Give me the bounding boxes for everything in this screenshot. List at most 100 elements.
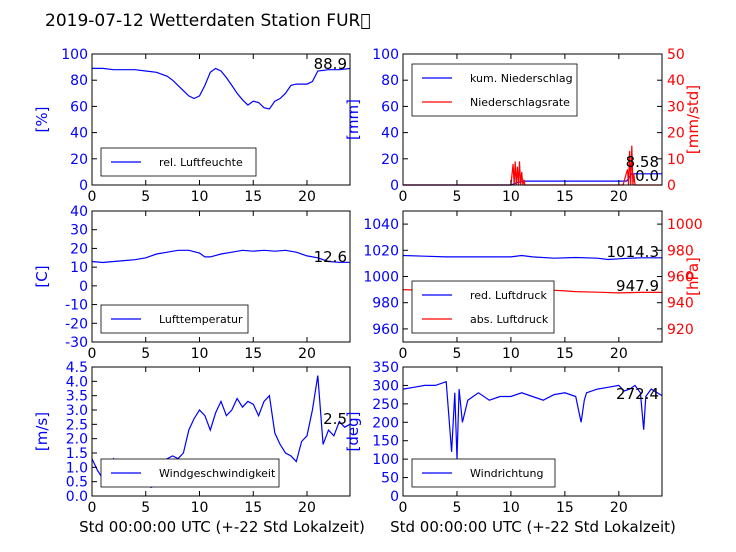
y2-tick-label: 960 (667, 270, 694, 286)
x-tick-label: 20 (610, 346, 628, 362)
legend-precipitation: kum. Niederschlag Niederschlagsrate (411, 63, 578, 117)
x-tick-label: 20 (298, 500, 316, 516)
legend-wind-direction: Windrichtung (411, 458, 556, 488)
y-tick-label: 0 (390, 178, 399, 194)
legend-label: Windgeschwindigkeit (159, 467, 276, 480)
y-tick-label: 0 (79, 279, 88, 295)
y-tick-label: 100 (61, 47, 88, 63)
y-tick-label: 20 (70, 152, 88, 168)
y-tick-label: 1020 (363, 243, 399, 259)
x-tick-label: 5 (141, 346, 150, 362)
x-tick-label: 0 (399, 500, 408, 516)
x-tick-label: 20 (298, 346, 316, 362)
x-tick-label: 20 (610, 189, 628, 205)
value-annotation: 88.9 (314, 55, 347, 73)
panel-pressure: 0 5 10 15 20 960 980 1000 1020 1040 920 940 960 980 10… (363, 210, 703, 362)
y2-tick-label: 20 (667, 126, 685, 142)
panel-humidity: 0 5 10 15 20 0 20 40 60 80 100 [%] rel. Luftfeuchte 8… (33, 47, 351, 205)
value-annotation: 0.0 (635, 167, 659, 185)
x-axis-label-left: Std 00:00:00 UTC (+-22 Std Lokalzeit) (79, 518, 365, 536)
y-tick-label: 980 (372, 296, 399, 312)
value-annotation: 2.5 (323, 410, 347, 428)
x-tick-label: 0 (88, 346, 97, 362)
panel-temperature: 0 5 10 15 20 -30 -20 -10 0 10 20 30 40 [C] Lufttempera… (33, 204, 351, 362)
x-tick-label: 5 (452, 346, 461, 362)
y-tick-label: 2.5 (66, 417, 88, 433)
series-line-pressure-0 (402, 254, 662, 261)
y-tick-label: 0.5 (66, 475, 88, 491)
panel-precipitation: 0 5 10 15 20 0 20 40 60 80 100 0 10 20 30 40 50 [mm] [mm/s… (344, 47, 702, 205)
legend-box (411, 280, 555, 334)
series-line-temperature-0 (91, 249, 350, 264)
legend-label: Niederschlagsrate (470, 96, 570, 109)
y-tick-label: 1.0 (66, 460, 88, 476)
x-tick-label: 10 (191, 346, 209, 362)
y-tick-label: 10 (70, 260, 88, 276)
y2-tick-label: 980 (667, 243, 694, 259)
plot-frame-wind-speed (91, 366, 351, 497)
y-tick-label: 100 (372, 47, 399, 63)
y-tick-label: 0 (390, 489, 399, 505)
series-line-wind-direction-0 (402, 380, 663, 460)
y2-tick-label: 30 (667, 99, 685, 115)
legend-humidity: rel. Luftfeuchte (100, 147, 257, 177)
y-axis-label: [mm] (344, 99, 362, 140)
panel-wind-speed: 0 5 10 15 200.00.51.01.52.02.53.03.54.04.5[m… (33, 360, 351, 516)
x-tick-label: 20 (298, 189, 316, 205)
y-tick-label: -20 (65, 316, 88, 332)
y-tick-label: 30 (70, 223, 88, 239)
value-annotation: 272.4 (616, 385, 659, 403)
x-tick-label: 5 (452, 500, 461, 516)
legend-box (411, 63, 578, 117)
legend-pressure: red. Luftdruck abs. Luftdruck (411, 280, 555, 334)
y2-axis-label: [hPa] (684, 257, 702, 296)
series-line-precipitation-1 (403, 145, 662, 186)
plot-frame-humidity (91, 53, 351, 186)
y-tick-label: 80 (70, 73, 88, 89)
x-tick-label: 10 (502, 500, 520, 516)
y2-tick-label: 40 (667, 73, 685, 89)
x-tick-label: 0 (88, 500, 97, 516)
x-tick-label: 5 (141, 189, 150, 205)
y2-axis-label: [mm/std] (684, 85, 702, 154)
y-axis-label: [C] (33, 265, 51, 287)
y-tick-label: 50 (381, 471, 399, 487)
x-tick-label: 15 (556, 500, 574, 516)
y2-tick-label: 10 (667, 152, 685, 168)
legend-label: Windrichtung (470, 467, 543, 480)
x-tick-label: 15 (244, 189, 262, 205)
y-tick-label: 40 (70, 204, 88, 220)
y2-tick-label: 1000 (667, 217, 703, 233)
figure-title: 2019-07-12 Wetterdaten Station FUR  (45, 11, 371, 31)
y-tick-label: 150 (372, 434, 399, 450)
y-tick-label: 40 (70, 126, 88, 142)
x-axis-label-right: Std 00:00:00 UTC (+-22 Std Lokalzeit) (390, 518, 676, 536)
y-tick-label: 80 (381, 73, 399, 89)
plot-frame-temperature (91, 210, 351, 343)
y2-tick-label: 920 (667, 322, 694, 338)
plot-frame-precipitation (402, 53, 663, 186)
y-tick-label: 3.5 (66, 389, 88, 405)
legend-label: rel. Luftfeuchte (159, 156, 243, 169)
y2-tick-label: 50 (667, 47, 685, 63)
y-tick-label: 20 (381, 152, 399, 168)
x-tick-label: 15 (244, 346, 262, 362)
value-annotation: 12.6 (314, 248, 347, 266)
x-tick-label: 0 (399, 189, 408, 205)
value-annotation: 8.58 (626, 153, 659, 171)
y2-tick-label: 0 (667, 178, 676, 194)
legend-label: kum. Niederschlag (470, 72, 573, 85)
x-tick-label: 15 (556, 346, 574, 362)
x-tick-label: 15 (244, 500, 262, 516)
y-tick-label: 350 (372, 360, 399, 376)
y-tick-label: 1.5 (66, 446, 88, 462)
value-annotation: 947.9 (616, 277, 659, 295)
legend-temperature: Lufttemperatur (100, 304, 249, 334)
y-axis-label: [%] (33, 107, 51, 133)
y-tick-label: 250 (372, 397, 399, 413)
x-tick-label: 10 (502, 189, 520, 205)
legend-wind-speed: Windgeschwindigkeit (100, 458, 280, 488)
y-tick-label: 1040 (363, 217, 399, 233)
x-tick-label: 5 (141, 500, 150, 516)
